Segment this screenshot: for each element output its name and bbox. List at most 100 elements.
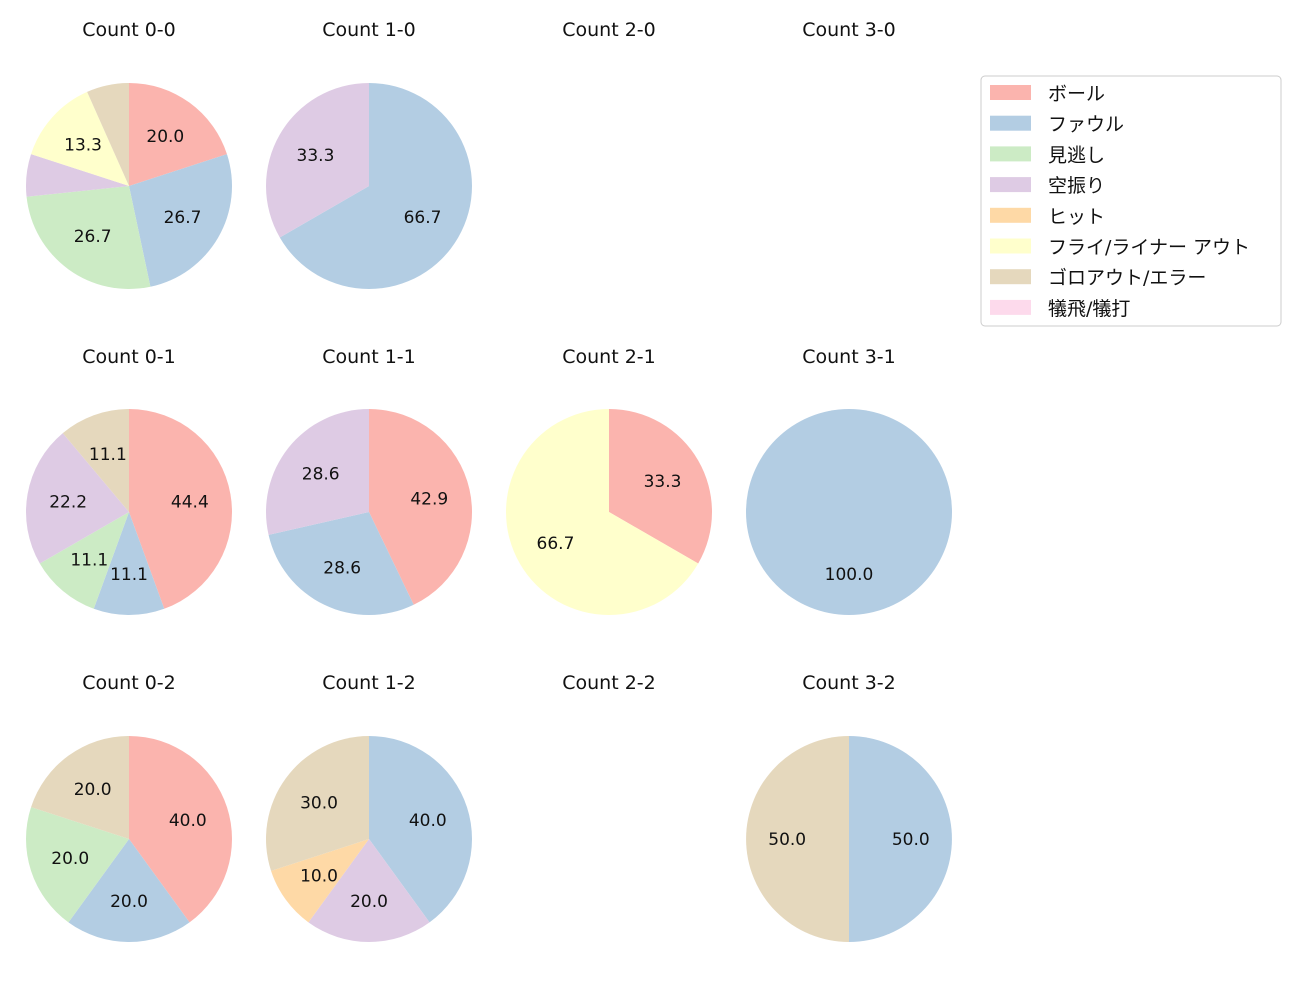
panel-count-2-0: Count 2-0 <box>562 19 656 41</box>
legend-item: 見逃し <box>990 144 1105 166</box>
legend-swatch <box>990 269 1031 285</box>
slice-label: 10.0 <box>300 866 338 886</box>
slice-label: 20.0 <box>146 127 184 147</box>
slice-label: 30.0 <box>300 794 338 814</box>
slice-label: 40.0 <box>409 811 447 831</box>
panel-title: Count 0-2 <box>82 672 176 694</box>
slice-label: 33.3 <box>297 146 335 166</box>
legend-item: フライ/ライナー アウト <box>990 237 1250 259</box>
slice-4 <box>25 433 129 564</box>
legend-item: ボール <box>990 83 1105 105</box>
slice-label: 66.7 <box>537 534 575 554</box>
panel-title: Count 3-0 <box>802 19 896 41</box>
panel-title: Count 2-1 <box>562 346 656 368</box>
slice-2 <box>369 736 473 923</box>
legend-item: ゴロアウト/エラー <box>990 267 1206 289</box>
slice-2 <box>68 839 190 943</box>
panel-count-2-2: Count 2-2 <box>562 672 656 694</box>
slice-7 <box>31 736 129 839</box>
slice-label: 26.7 <box>74 227 112 247</box>
panel-title: Count 1-2 <box>322 672 416 694</box>
panel-title: Count 3-1 <box>802 346 896 368</box>
slice-label: 13.3 <box>64 136 102 156</box>
slice-label: 44.4 <box>171 492 209 512</box>
slice-6 <box>31 91 129 186</box>
slice-2 <box>279 83 472 289</box>
slice-label: 28.6 <box>323 559 361 579</box>
panel-title: Count 3-2 <box>802 672 896 694</box>
slice-7 <box>265 736 369 871</box>
slice-label: 100.0 <box>825 565 874 585</box>
slice-label: 22.2 <box>49 492 87 512</box>
legend-swatch <box>990 85 1031 100</box>
panel-title: Count 2-0 <box>562 19 656 41</box>
slice-label: 26.7 <box>164 208 202 228</box>
legend-label: 犠飛/犠打 <box>1048 298 1130 320</box>
panel-title: Count 0-1 <box>82 346 176 368</box>
slice-label: 11.1 <box>110 565 148 585</box>
panel-title: Count 0-0 <box>82 19 176 41</box>
slice-2 <box>93 512 165 615</box>
slice-3 <box>25 807 130 923</box>
legend-label: フライ/ライナー アウト <box>1048 237 1250 259</box>
panel-count-1-1: Count 1-1 42.9 28.6 28.6 <box>265 346 473 616</box>
legend-label: 見逃し <box>1048 144 1105 166</box>
slice-4 <box>265 83 369 238</box>
legend-swatch <box>990 146 1031 162</box>
slice-4 <box>25 154 129 197</box>
slice-1 <box>129 736 233 923</box>
panel-count-3-2: Count 3-2 50.0 50.0 <box>746 672 952 942</box>
legend-swatch <box>990 299 1031 315</box>
legend-item: ヒット <box>990 206 1105 228</box>
slice-label: 11.1 <box>70 550 108 570</box>
panel-count-2-1: Count 2-1 33.3 66.7 <box>506 346 713 615</box>
slice-7 <box>746 736 849 942</box>
slice-2 <box>746 409 952 615</box>
slice-1 <box>609 409 713 564</box>
legend-frame <box>980 75 1282 327</box>
legend-swatch <box>990 207 1031 223</box>
slice-1 <box>129 83 227 186</box>
panel-count-3-1: Count 3-1 100.0 <box>746 346 952 615</box>
panel-count-1-0: Count 1-0 66.7 33.3 <box>265 19 472 289</box>
slice-2 <box>849 736 952 942</box>
legend-swatch <box>990 177 1031 193</box>
slice-4 <box>265 409 369 535</box>
slice-label: 66.7 <box>404 208 442 228</box>
slice-label: 33.3 <box>644 472 682 492</box>
legend-label: ボール <box>1048 83 1105 105</box>
slice-4 <box>308 839 430 943</box>
panel-title: Count 2-2 <box>562 672 656 694</box>
slice-3 <box>26 186 151 289</box>
slice-label: 28.6 <box>302 464 340 484</box>
legend-swatch <box>990 238 1031 254</box>
slice-label: 20.0 <box>110 892 148 912</box>
panel-count-0-2: Count 0-2 40.0 20.0 20.0 20.0 <box>25 672 233 943</box>
slice-5 <box>271 839 369 923</box>
slice-3 <box>39 512 130 609</box>
legend-label: 空振り <box>1048 175 1105 197</box>
pie-panels: Count 0-0 20.0 26.7 26.7 13.3 Count 1-0 66.7 33… <box>25 19 952 943</box>
legend-label: ファウル <box>1048 114 1124 136</box>
legend-item: 犠飛/犠打 <box>990 298 1130 320</box>
slice-1 <box>369 409 473 605</box>
slice-label: 42.9 <box>410 489 448 509</box>
panel-count-3-0: Count 3-0 <box>802 19 896 41</box>
legend-label: ゴロアウト/エラー <box>1048 267 1206 289</box>
slice-label: 20.0 <box>51 849 89 869</box>
panel-title: Count 1-1 <box>322 346 416 368</box>
slice-label: 11.1 <box>89 445 127 465</box>
panel-title: Count 1-0 <box>322 19 416 41</box>
slice-label: 50.0 <box>892 830 930 850</box>
panel-count-1-2: Count 1-2 40.0 20.0 10.0 30.0 <box>265 672 473 943</box>
slice-2 <box>129 154 233 287</box>
legend-label: ヒット <box>1048 206 1105 228</box>
legend-item: ファウル <box>990 114 1124 136</box>
slice-1 <box>129 409 232 609</box>
slice-2 <box>268 512 414 616</box>
slice-label: 40.0 <box>169 811 207 831</box>
slice-label: 20.0 <box>74 780 112 800</box>
slice-label: 20.0 <box>350 892 388 912</box>
